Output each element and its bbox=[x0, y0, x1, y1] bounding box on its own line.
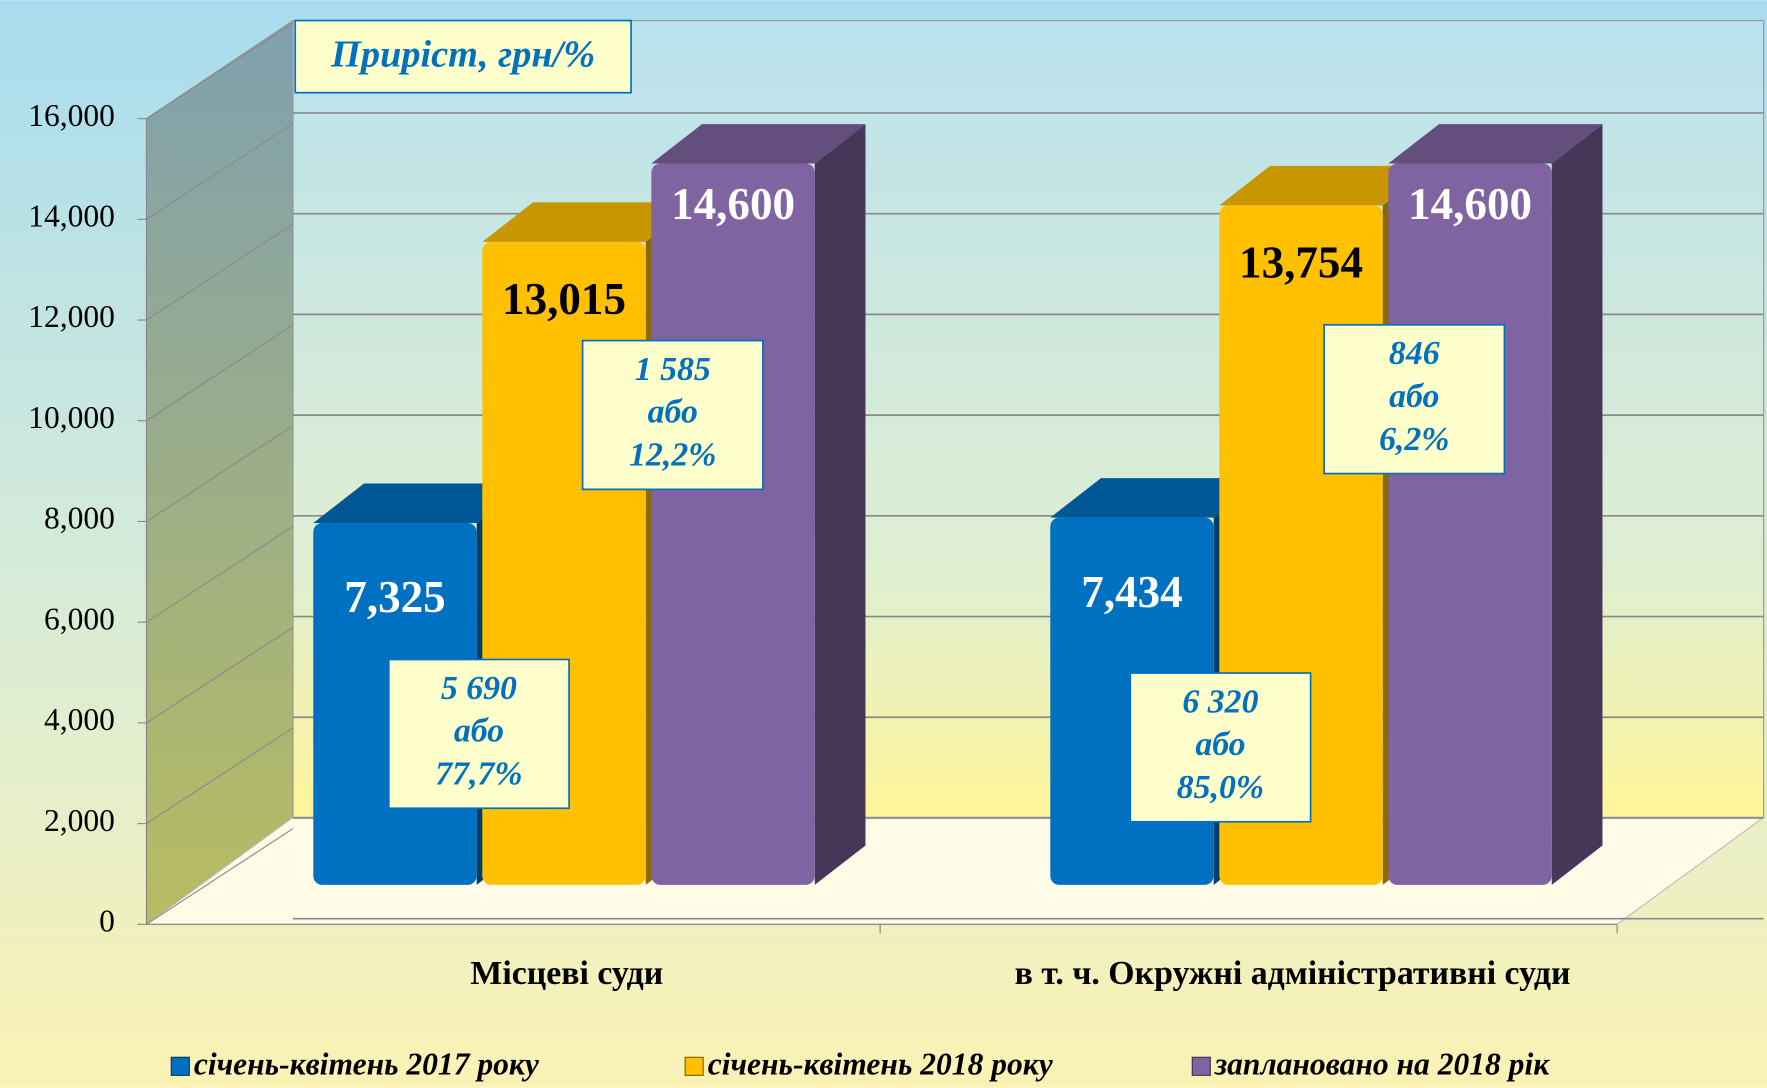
value-label: 14,600 bbox=[1408, 179, 1532, 229]
y-tick-label: 16,000 bbox=[28, 98, 115, 133]
bar-side bbox=[1551, 124, 1603, 885]
annotation-text: 6,2% bbox=[1379, 421, 1449, 458]
legend-marker bbox=[170, 1056, 190, 1076]
value-label: 14,600 bbox=[671, 179, 795, 229]
chart-title: Приріст, грн/% bbox=[330, 34, 595, 76]
annotation-box bbox=[387, 658, 570, 810]
x-tick-label: Місцеві суди bbox=[470, 954, 664, 992]
annotation-box bbox=[1323, 323, 1506, 475]
side-wall bbox=[145, 19, 294, 926]
annotation-text: 1 585 bbox=[635, 351, 711, 388]
bar-side bbox=[814, 124, 866, 885]
legend-label: січень-квітень 2017 року bbox=[194, 1047, 540, 1082]
x-tick-label-box: Місцеві суди bbox=[470, 954, 664, 992]
y-tick-label: 8,000 bbox=[44, 501, 115, 536]
value-label: 7,325 bbox=[344, 572, 445, 622]
bar-top bbox=[1219, 165, 1434, 206]
legend-marker bbox=[684, 1056, 704, 1076]
grid-line bbox=[146, 324, 294, 422]
x-tick-label-box: в т. ч. Окружні адміністративні суди bbox=[1014, 954, 1571, 992]
grid-line bbox=[146, 727, 294, 825]
x-tick-label: в т. ч. Окружні адміністративні суди bbox=[1014, 954, 1571, 992]
grid-line bbox=[146, 22, 294, 120]
annotation-text: 12,2% bbox=[629, 437, 716, 474]
grid-line bbox=[146, 425, 294, 522]
annotation-text: або bbox=[648, 394, 698, 431]
grid-line bbox=[146, 828, 294, 925]
grid-line bbox=[146, 626, 294, 724]
annotation-text: 5 690 bbox=[441, 670, 517, 707]
bar bbox=[1388, 163, 1552, 885]
bar-top bbox=[651, 124, 866, 164]
grid-line bbox=[146, 525, 294, 623]
y-tick-label: 6,000 bbox=[44, 601, 115, 636]
bar-top bbox=[1388, 124, 1603, 164]
annotation-text: 846 bbox=[1389, 335, 1440, 372]
grid-line bbox=[146, 123, 294, 220]
annotation-text: або bbox=[1195, 726, 1245, 763]
bar-top bbox=[482, 202, 697, 242]
annotation-text: 6 320 bbox=[1182, 683, 1258, 720]
bar-top bbox=[1050, 478, 1265, 518]
value-label: 13,754 bbox=[1239, 238, 1363, 288]
legend-label: заплановано на 2018 рік bbox=[1214, 1047, 1550, 1082]
bar-top bbox=[313, 483, 528, 523]
annotation-text: 85,0% bbox=[1177, 769, 1264, 806]
y-tick-label: 12,000 bbox=[28, 299, 115, 334]
grid-line bbox=[146, 223, 294, 321]
y-tick-label: 10,000 bbox=[28, 400, 115, 435]
y-tick-label: 14,000 bbox=[28, 199, 115, 234]
annotation-text: або bbox=[1389, 378, 1439, 415]
value-label: 7,434 bbox=[1081, 567, 1182, 617]
value-label: 13,015 bbox=[502, 274, 626, 324]
annotation-text: або bbox=[454, 713, 504, 750]
title-box bbox=[294, 19, 632, 94]
bar bbox=[651, 163, 815, 885]
legend-marker bbox=[1191, 1056, 1211, 1076]
annotation-box bbox=[581, 339, 764, 491]
y-tick-label: 0 bbox=[99, 904, 115, 939]
legend-label: січень-квітень 2018 року bbox=[708, 1047, 1054, 1082]
y-tick-label: 4,000 bbox=[44, 702, 115, 737]
annotation-box bbox=[1129, 672, 1312, 823]
y-tick-label: 2,000 bbox=[44, 803, 115, 838]
annotation-text: 77,7% bbox=[435, 755, 522, 792]
